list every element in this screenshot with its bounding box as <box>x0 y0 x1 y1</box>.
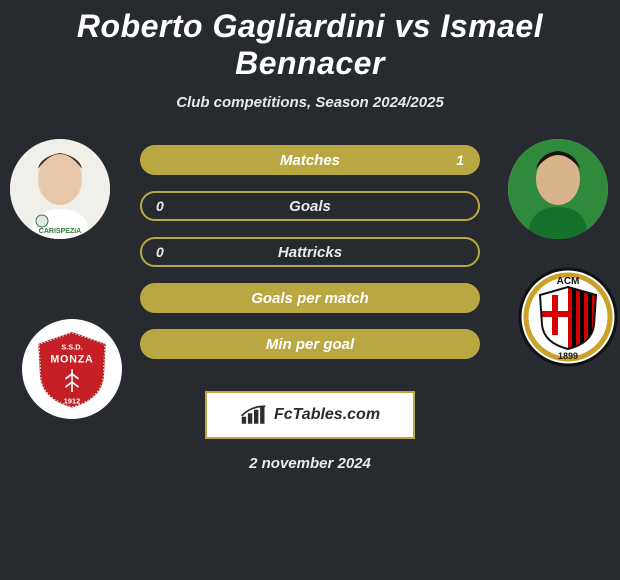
brand-text: FcTables.com <box>274 406 380 424</box>
player-right-club-badge: ACM 1899 <box>518 267 618 367</box>
player-left-avatar: CARISPEZIA <box>10 139 110 239</box>
player-left-avatar-image: CARISPEZIA <box>10 139 110 239</box>
stat-row-matches: Matches 1 <box>140 145 480 175</box>
stat-right-value: 1 <box>456 152 464 168</box>
stat-row-min-per-goal: Min per goal <box>140 329 480 359</box>
acmilan-badge-icon: ACM 1899 <box>518 267 618 367</box>
comparison-area: CARISPEZIA S.S.D. MONZA 1912 ACM <box>0 139 620 472</box>
stat-row-goals: 0 Goals <box>140 191 480 221</box>
page-title: Roberto Gagliardini vs Ismael Bennacer <box>0 0 620 82</box>
stat-left-value: 0 <box>156 244 164 260</box>
stat-label: Hattricks <box>278 244 342 261</box>
player-left-club-badge: S.S.D. MONZA 1912 <box>22 319 122 419</box>
stat-label: Matches <box>280 152 340 169</box>
stat-row-hattricks: 0 Hattricks <box>140 237 480 267</box>
brand-box[interactable]: FcTables.com <box>205 391 415 439</box>
svg-text:ACM: ACM <box>557 276 580 287</box>
stat-row-goals-per-match: Goals per match <box>140 283 480 313</box>
svg-text:MONZA: MONZA <box>50 353 93 365</box>
stat-left-value: 0 <box>156 198 164 214</box>
subtitle: Club competitions, Season 2024/2025 <box>0 94 620 111</box>
svg-text:1899: 1899 <box>558 351 578 361</box>
stat-rows: Matches 1 0 Goals 0 Hattricks Goals per … <box>140 139 480 359</box>
stat-label: Goals per match <box>251 290 369 307</box>
svg-text:1912: 1912 <box>64 396 80 405</box>
date-text: 2 november 2024 <box>0 455 620 472</box>
stat-label: Goals <box>289 198 331 215</box>
fctables-logo-icon <box>240 404 268 426</box>
svg-text:S.S.D.: S.S.D. <box>61 342 82 351</box>
stat-label: Min per goal <box>266 336 354 353</box>
player-right-avatar-image <box>508 139 608 239</box>
player-right-avatar <box>508 139 608 239</box>
svg-text:CARISPEZIA: CARISPEZIA <box>39 228 81 235</box>
monza-badge-icon: S.S.D. MONZA 1912 <box>31 328 113 410</box>
